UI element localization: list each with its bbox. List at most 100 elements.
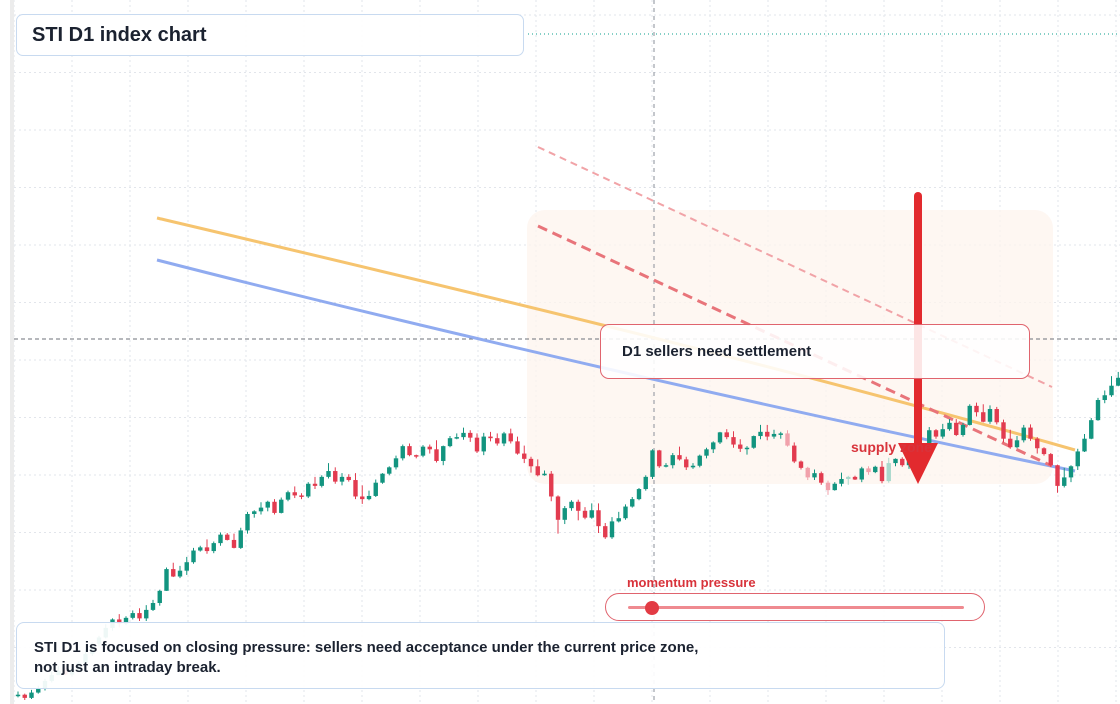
candle [447, 436, 453, 448]
candle [657, 449, 662, 468]
candle [481, 432, 486, 456]
candle-body [603, 526, 608, 538]
candle [434, 440, 439, 463]
candle-body [157, 590, 162, 604]
candle-body [1075, 451, 1080, 467]
candle-body [238, 530, 243, 548]
candle [650, 449, 655, 479]
candle-body [252, 511, 257, 514]
candle [245, 511, 250, 534]
candle-body [758, 431, 763, 437]
candle-body [852, 476, 858, 480]
candle-body [825, 482, 831, 491]
candle [994, 406, 999, 425]
candle-body [1001, 422, 1006, 439]
candle-body [1055, 465, 1060, 486]
candle [1014, 436, 1020, 449]
candle [319, 475, 324, 488]
candle [839, 472, 844, 487]
candle [812, 469, 817, 481]
candle [150, 599, 156, 611]
candle-body [1041, 448, 1047, 455]
candle [589, 503, 594, 519]
candle-body [360, 496, 365, 500]
candle [987, 405, 993, 424]
chart-title: STI D1 index chart [32, 23, 207, 46]
candle-body [177, 570, 183, 577]
candle-body [495, 438, 500, 444]
candle [1102, 390, 1107, 404]
candle-body [839, 478, 844, 484]
candle [1062, 467, 1067, 488]
candle [859, 466, 864, 483]
candle-body [589, 510, 594, 518]
candle-body [393, 458, 399, 468]
candle [1082, 433, 1087, 452]
candle [798, 460, 804, 470]
candle-body [272, 501, 277, 513]
candle-body [724, 432, 729, 438]
candle [1035, 437, 1040, 454]
candle-body [542, 473, 547, 476]
candle-body [1048, 454, 1053, 466]
candle [204, 539, 210, 554]
candle [785, 430, 790, 447]
candle-body [697, 455, 702, 466]
candle-body [582, 510, 588, 518]
candle-body [427, 446, 432, 450]
candle [144, 605, 149, 622]
candle [238, 527, 243, 549]
candle-body [744, 447, 750, 450]
candle [744, 446, 750, 455]
candle-body [191, 550, 196, 563]
candle-body [346, 476, 351, 481]
candle-body [819, 473, 824, 483]
candle [441, 445, 446, 466]
candle [684, 456, 689, 470]
candle [609, 517, 615, 539]
candle [292, 486, 297, 499]
candle [306, 482, 311, 499]
candle [393, 455, 399, 470]
candle-body [292, 492, 297, 496]
candle-body [650, 450, 655, 477]
candle-body [1008, 438, 1013, 448]
candle-body [711, 442, 716, 450]
candle [495, 433, 500, 446]
bear-arrow-head [898, 443, 938, 484]
candle [825, 480, 831, 495]
candle-body [562, 508, 567, 520]
candle [1048, 453, 1053, 467]
candle [1008, 429, 1013, 449]
candle [549, 471, 554, 502]
candle-body [738, 444, 743, 449]
candle-body [886, 463, 891, 482]
candle [171, 562, 176, 578]
candle [400, 444, 405, 461]
candle [582, 507, 588, 520]
candle [137, 608, 142, 622]
candle [933, 429, 939, 439]
candle-body [326, 471, 331, 477]
chart-title-panel: STI D1 index chart [16, 14, 524, 56]
candle [751, 435, 756, 449]
candle [333, 467, 338, 484]
candle-body [596, 510, 601, 527]
candle-body [1089, 420, 1094, 439]
candle-body [623, 506, 628, 519]
candle-body [690, 465, 696, 468]
candle-body [643, 476, 648, 490]
momentum-knob[interactable] [644, 601, 659, 615]
candle-body [29, 692, 34, 698]
candle [1075, 448, 1080, 470]
candle-body [960, 424, 966, 435]
candle [522, 445, 527, 464]
candle-body [144, 609, 149, 619]
candle [258, 502, 264, 515]
candle-body [778, 433, 783, 435]
supply-zone-label: supply zone [851, 439, 932, 455]
candle [1109, 376, 1114, 397]
candle-body [866, 468, 871, 473]
candle [177, 565, 183, 579]
candle-body [123, 617, 129, 624]
